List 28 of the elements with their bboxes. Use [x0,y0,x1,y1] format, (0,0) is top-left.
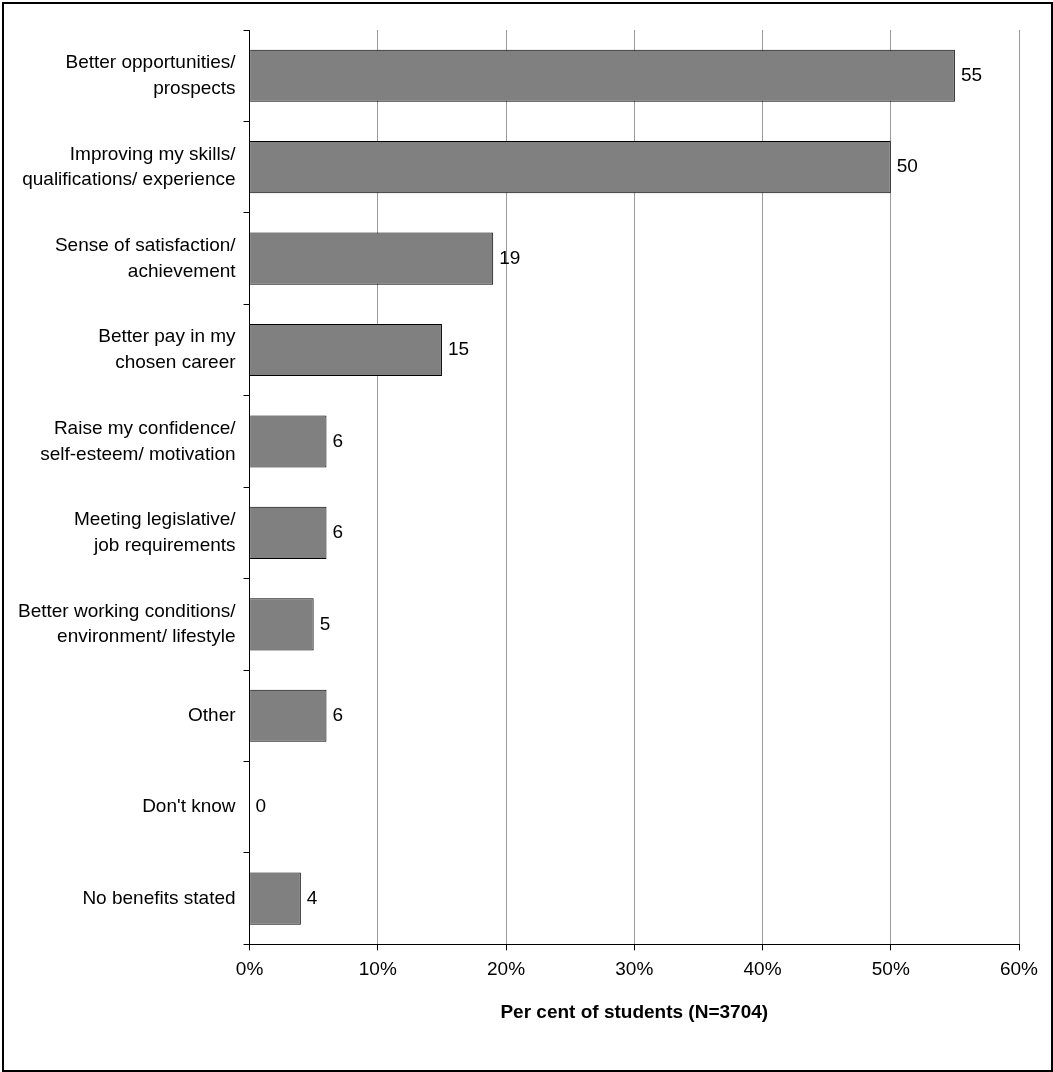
data-label: 4 [306,886,318,908]
data-label: 50 [896,155,918,177]
data-label: 6 [332,521,344,543]
x-tick-label: 50% [871,958,910,980]
y-tick-label: Other [188,704,237,726]
data-label: 15 [447,338,470,360]
data-label: 5 [319,612,331,634]
y-tick-label: Meeting legislative/ job requirements [73,508,237,555]
y-tick-label: Raise my confidence/ self-esteem/ motivation [40,416,237,464]
y-tick-label: Improving my skills/ qualifications/ experience [22,142,237,190]
data-label: 6 [332,429,344,451]
y-tick-label: Don't know [142,795,236,817]
data-label: 6 [332,704,344,726]
x-tick-label: 10% [358,958,397,980]
x-tick-label: 0% [235,958,264,980]
x-axis-title: Per cent of students (N=3704) [500,1000,769,1022]
y-tick-label: Better pay in my chosen career [98,325,237,373]
y-tick-label: Better opportunities/ prospects [65,51,237,98]
data-label: 55 [960,63,983,85]
x-tick-label: 20% [487,958,526,980]
y-tick-label: No benefits stated [82,886,236,908]
y-tick-label: Better working conditions/ environment/ lifestyle [17,599,237,647]
data-label: 19 [499,246,521,268]
y-tick-label: Sense of satisfaction/ achievement [54,234,237,281]
data-label: 0 [255,795,267,817]
x-tick-label: 30% [615,958,654,980]
x-tick-label: 60% [999,958,1039,980]
x-tick-label: 40% [743,958,782,980]
